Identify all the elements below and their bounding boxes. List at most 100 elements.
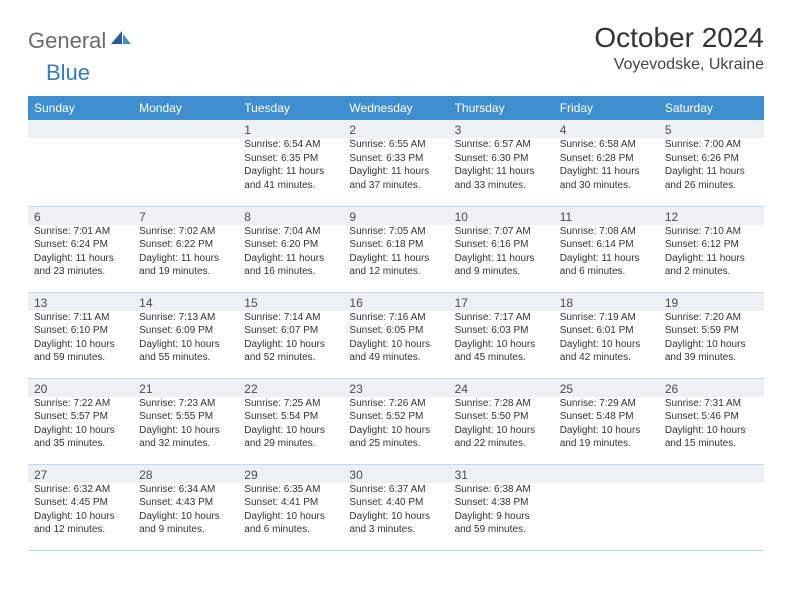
calendar-cell: 29Sunrise: 6:35 AMSunset: 4:41 PMDayligh… [238,464,343,550]
sunrise-text: Sunrise: 7:23 AM [139,397,232,411]
day-details: Sunrise: 7:20 AMSunset: 5:59 PMDaylight:… [659,311,764,369]
empty-day [554,465,659,483]
calendar-cell: 17Sunrise: 7:17 AMSunset: 6:03 PMDayligh… [449,292,554,378]
sunset-text: Sunset: 5:57 PM [34,410,127,424]
calendar-cell: 4Sunrise: 6:58 AMSunset: 6:28 PMDaylight… [554,120,659,206]
daylight-text: Daylight: 11 hours and 26 minutes. [665,165,758,192]
sunset-text: Sunset: 5:50 PM [455,410,548,424]
day-number: 26 [659,379,764,397]
sunset-text: Sunset: 6:30 PM [455,152,548,166]
day-number: 4 [554,120,659,138]
calendar-cell: 21Sunrise: 7:23 AMSunset: 5:55 PMDayligh… [133,378,238,464]
day-number: 7 [133,207,238,225]
day-details: Sunrise: 6:38 AMSunset: 4:38 PMDaylight:… [449,483,554,541]
day-details: Sunrise: 6:54 AMSunset: 6:35 PMDaylight:… [238,138,343,196]
calendar-cell: 25Sunrise: 7:29 AMSunset: 5:48 PMDayligh… [554,378,659,464]
day-details: Sunrise: 7:11 AMSunset: 6:10 PMDaylight:… [28,311,133,369]
daylight-text: Daylight: 10 hours and 49 minutes. [349,338,442,365]
daylight-text: Daylight: 11 hours and 33 minutes. [455,165,548,192]
day-number: 20 [28,379,133,397]
sunrise-text: Sunrise: 7:08 AM [560,225,653,239]
daylight-text: Daylight: 11 hours and 12 minutes. [349,252,442,279]
calendar-cell: 6Sunrise: 7:01 AMSunset: 6:24 PMDaylight… [28,206,133,292]
calendar-cell: 22Sunrise: 7:25 AMSunset: 5:54 PMDayligh… [238,378,343,464]
sunrise-text: Sunrise: 7:13 AM [139,311,232,325]
day-details: Sunrise: 7:01 AMSunset: 6:24 PMDaylight:… [28,225,133,283]
sunrise-text: Sunrise: 7:04 AM [244,225,337,239]
calendar-cell: 16Sunrise: 7:16 AMSunset: 6:05 PMDayligh… [343,292,448,378]
sunrise-text: Sunrise: 6:37 AM [349,483,442,497]
daylight-text: Daylight: 11 hours and 23 minutes. [34,252,127,279]
sunset-text: Sunset: 5:55 PM [139,410,232,424]
daylight-text: Daylight: 10 hours and 12 minutes. [34,510,127,537]
day-number: 18 [554,293,659,311]
calendar-row: 6Sunrise: 7:01 AMSunset: 6:24 PMDaylight… [28,206,764,292]
sunset-text: Sunset: 5:48 PM [560,410,653,424]
sunrise-text: Sunrise: 7:20 AM [665,311,758,325]
weekday-header: Wednesday [343,96,448,120]
sunrise-text: Sunrise: 6:54 AM [244,138,337,152]
weekday-header: Monday [133,96,238,120]
sunset-text: Sunset: 6:01 PM [560,324,653,338]
day-details: Sunrise: 6:35 AMSunset: 4:41 PMDaylight:… [238,483,343,541]
sunset-text: Sunset: 6:07 PM [244,324,337,338]
day-number: 8 [238,207,343,225]
calendar-cell: 12Sunrise: 7:10 AMSunset: 6:12 PMDayligh… [659,206,764,292]
daylight-text: Daylight: 10 hours and 35 minutes. [34,424,127,451]
day-details: Sunrise: 7:10 AMSunset: 6:12 PMDaylight:… [659,225,764,283]
sunset-text: Sunset: 4:45 PM [34,496,127,510]
empty-day [133,120,238,138]
day-details: Sunrise: 7:19 AMSunset: 6:01 PMDaylight:… [554,311,659,369]
day-number: 31 [449,465,554,483]
day-number: 15 [238,293,343,311]
sunset-text: Sunset: 6:20 PM [244,238,337,252]
weekday-header: Friday [554,96,659,120]
sunset-text: Sunset: 6:28 PM [560,152,653,166]
sunrise-text: Sunrise: 7:01 AM [34,225,127,239]
sunset-text: Sunset: 4:41 PM [244,496,337,510]
day-details: Sunrise: 7:29 AMSunset: 5:48 PMDaylight:… [554,397,659,455]
day-number: 21 [133,379,238,397]
day-number: 23 [343,379,448,397]
day-number: 11 [554,207,659,225]
calendar-cell: 27Sunrise: 6:32 AMSunset: 4:45 PMDayligh… [28,464,133,550]
calendar-cell: 28Sunrise: 6:34 AMSunset: 4:43 PMDayligh… [133,464,238,550]
day-number: 24 [449,379,554,397]
weekday-header: Saturday [659,96,764,120]
daylight-text: Daylight: 10 hours and 55 minutes. [139,338,232,365]
calendar-table: SundayMondayTuesdayWednesdayThursdayFrid… [28,96,764,551]
day-details: Sunrise: 6:37 AMSunset: 4:40 PMDaylight:… [343,483,448,541]
daylight-text: Daylight: 10 hours and 19 minutes. [560,424,653,451]
empty-day [659,465,764,483]
sunset-text: Sunset: 6:26 PM [665,152,758,166]
day-details: Sunrise: 7:14 AMSunset: 6:07 PMDaylight:… [238,311,343,369]
sunrise-text: Sunrise: 7:02 AM [139,225,232,239]
daylight-text: Daylight: 11 hours and 2 minutes. [665,252,758,279]
day-number: 9 [343,207,448,225]
calendar-cell: 8Sunrise: 7:04 AMSunset: 6:20 PMDaylight… [238,206,343,292]
daylight-text: Daylight: 10 hours and 15 minutes. [665,424,758,451]
daylight-text: Daylight: 10 hours and 42 minutes. [560,338,653,365]
calendar-cell [28,120,133,206]
sunset-text: Sunset: 5:54 PM [244,410,337,424]
calendar-cell: 13Sunrise: 7:11 AMSunset: 6:10 PMDayligh… [28,292,133,378]
daylight-text: Daylight: 11 hours and 19 minutes. [139,252,232,279]
daylight-text: Daylight: 10 hours and 39 minutes. [665,338,758,365]
daylight-text: Daylight: 11 hours and 37 minutes. [349,165,442,192]
daylight-text: Daylight: 11 hours and 30 minutes. [560,165,653,192]
daylight-text: Daylight: 10 hours and 3 minutes. [349,510,442,537]
day-details: Sunrise: 7:05 AMSunset: 6:18 PMDaylight:… [343,225,448,283]
sunset-text: Sunset: 6:22 PM [139,238,232,252]
daylight-text: Daylight: 10 hours and 32 minutes. [139,424,232,451]
day-number: 6 [28,207,133,225]
sunset-text: Sunset: 4:40 PM [349,496,442,510]
sunrise-text: Sunrise: 7:05 AM [349,225,442,239]
calendar-cell: 23Sunrise: 7:26 AMSunset: 5:52 PMDayligh… [343,378,448,464]
weekday-header: Sunday [28,96,133,120]
day-number: 25 [554,379,659,397]
day-details: Sunrise: 7:16 AMSunset: 6:05 PMDaylight:… [343,311,448,369]
day-details: Sunrise: 7:00 AMSunset: 6:26 PMDaylight:… [659,138,764,196]
daylight-text: Daylight: 9 hours and 59 minutes. [455,510,548,537]
sunrise-text: Sunrise: 6:32 AM [34,483,127,497]
day-number: 2 [343,120,448,138]
